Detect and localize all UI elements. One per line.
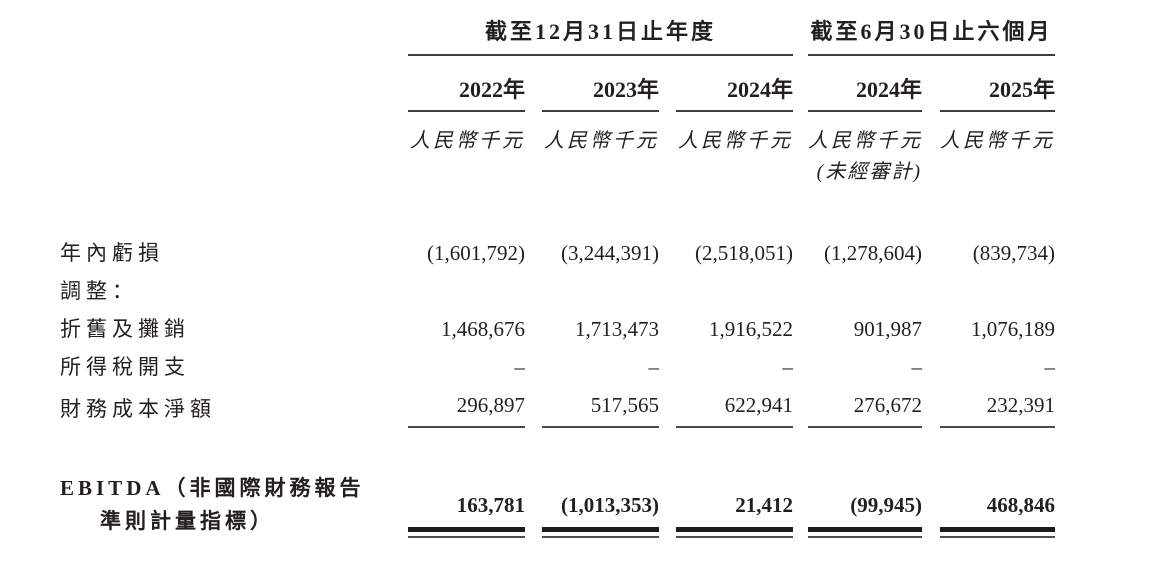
column-group-six-months-ended-jun30: 截至6月30日止六個月 (808, 14, 1055, 56)
ebitda-value: 21,412 (735, 493, 793, 517)
row-label-depreciation-amortisation: 折舊及攤銷 (60, 317, 190, 341)
column-group-year-ended-dec31: 截至12月31日止年度 (408, 14, 793, 56)
cell-finance-costs-2025-h1: 232,391 (940, 386, 1055, 428)
cell-ebitda-2022: 163,781 (408, 488, 525, 538)
cell-finance-costs-2023: 517,565 (542, 386, 659, 428)
cell-loss-2023: (3,244,391) (561, 241, 659, 265)
ebitda-value: (1,013,353) (561, 493, 659, 517)
unit-rmb-thousand: 人民幣千元 (808, 130, 923, 152)
row-label-net-finance-costs: 財務成本淨額 (60, 397, 216, 421)
cell-income-tax-2024: – (782, 355, 794, 379)
cell-loss-2024-h1: (1,278,604) (824, 241, 922, 265)
ebitda-reconciliation-table: 截至12月31日止年度 截至6月30日止六個月 2022年 2023年 2024… (60, 14, 1150, 538)
double-rule (808, 527, 922, 538)
double-rule (940, 527, 1055, 538)
unit-rmb-thousand: 人民幣千元 (410, 130, 525, 152)
cell-loss-2022: (1,601,792) (427, 241, 525, 265)
cell-depreciation-2022: 1,468,676 (441, 317, 525, 341)
cell-depreciation-2024-h1: 901,987 (853, 317, 922, 341)
cell-depreciation-2024: 1,916,522 (709, 317, 793, 341)
row-label-ebitda-non-ifrs: EBITDA（非國際財務報告 準則計量指標） (60, 472, 408, 538)
cell-loss-2025-h1: (839,734) (972, 241, 1055, 265)
ebitda-value: (99,945) (850, 493, 922, 517)
column-header-2023: 2023年 (542, 56, 659, 112)
cell-income-tax-2024-h1: – (911, 355, 923, 379)
cell-income-tax-2023: – (648, 355, 660, 379)
ebitda-label-line2: 準則計量指標） (100, 509, 275, 533)
ebitda-label-line1: EBITDA（非國際財務報告 (60, 476, 365, 500)
cell-finance-costs-2024: 622,941 (676, 386, 793, 428)
row-label-adjustments: 調整： (60, 279, 138, 303)
row-label-income-tax-expense: 所得稅開支 (60, 355, 190, 379)
unit-rmb-thousand: 人民幣千元 (940, 130, 1055, 152)
column-header-2024-h1: 2024年 (808, 56, 922, 112)
column-header-2022: 2022年 (408, 56, 525, 112)
unaudited-note: (未經審計) (816, 161, 922, 183)
double-rule (408, 527, 525, 538)
double-rule (676, 527, 793, 538)
column-header-2025-h1: 2025年 (940, 56, 1055, 112)
cell-depreciation-2023: 1,713,473 (575, 317, 659, 341)
cell-income-tax-2022: – (514, 355, 526, 379)
cell-depreciation-2025-h1: 1,076,189 (971, 317, 1055, 341)
cell-income-tax-2025-h1: – (1044, 355, 1056, 379)
cell-finance-costs-2024-h1: 276,672 (808, 386, 922, 428)
unit-rmb-thousand: 人民幣千元 (544, 130, 659, 152)
cell-ebitda-2024-h1: (99,945) (808, 488, 922, 538)
cell-ebitda-2025-h1: 468,846 (940, 488, 1055, 538)
row-label-loss-for-year: 年內虧損 (60, 241, 164, 265)
ebitda-value: 468,846 (986, 493, 1055, 517)
column-header-2024: 2024年 (676, 56, 793, 112)
cell-ebitda-2023: (1,013,353) (542, 488, 659, 538)
double-rule (542, 527, 659, 538)
cell-loss-2024: (2,518,051) (695, 241, 793, 265)
ebitda-value: 163,781 (456, 493, 525, 517)
cell-finance-costs-2022: 296,897 (408, 386, 525, 428)
cell-ebitda-2024: 21,412 (676, 488, 793, 538)
vertical-spacer (60, 188, 1055, 234)
vertical-spacer (60, 428, 1055, 472)
unit-rmb-thousand: 人民幣千元 (678, 130, 793, 152)
